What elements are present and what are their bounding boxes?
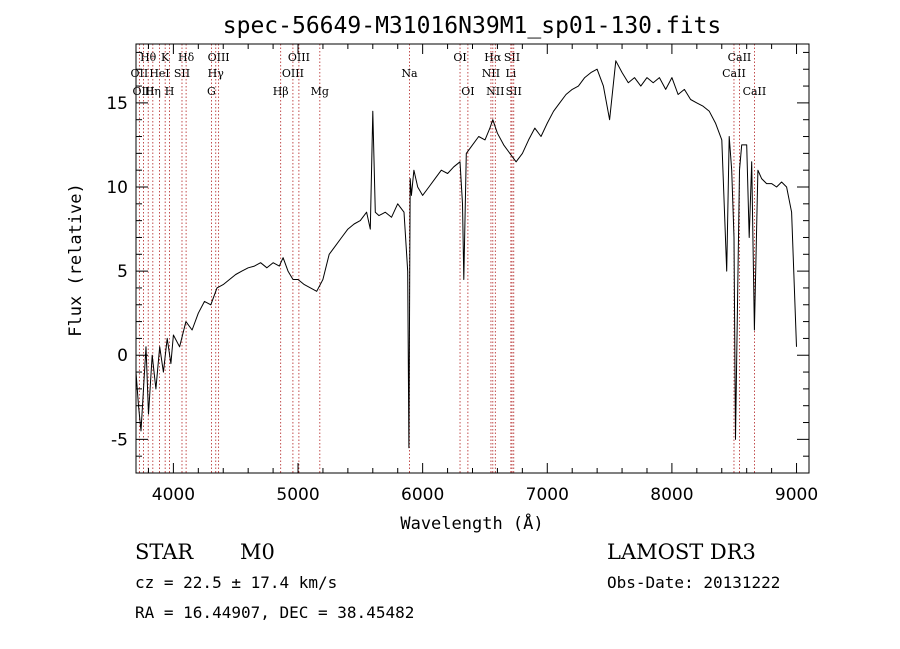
- marker-label: Hη: [145, 85, 161, 98]
- y-axis-label: Flux (relative): [66, 183, 86, 337]
- marker-label: Hδ: [178, 51, 195, 64]
- marker-label: CaII: [743, 85, 767, 98]
- y-tick-label: 5: [117, 262, 128, 282]
- survey-name: LAMOST DR3: [607, 540, 756, 564]
- marker-label: OI: [461, 85, 474, 98]
- plot-frame: [135, 43, 810, 474]
- marker-label: CaII: [728, 51, 752, 64]
- redshift-readout: cz = 22.5 ± 17.4 km/s: [135, 573, 338, 592]
- spectrum-line: [136, 60, 797, 449]
- marker-label: Hα: [484, 51, 502, 64]
- marker-label: SII: [174, 67, 190, 80]
- plot-area: [136, 60, 797, 449]
- x-tick-label: 9000: [775, 485, 818, 505]
- x-axis-label: Wavelength (Å): [400, 512, 543, 534]
- marker-label: OIII: [288, 51, 310, 64]
- marker-label: Hβ: [273, 85, 289, 98]
- object-subclass: M0: [240, 540, 275, 564]
- marker-label: H: [165, 85, 175, 98]
- x-tick-label: 8000: [650, 485, 693, 505]
- object-class: STAR: [135, 540, 194, 564]
- marker-label: K: [161, 51, 170, 64]
- marker-label: Hθ: [140, 51, 157, 64]
- x-tick-label: 4000: [152, 485, 195, 505]
- y-tick-label: 15: [106, 94, 128, 114]
- marker-label: OIII: [132, 85, 154, 98]
- marker-label: Na: [401, 67, 418, 80]
- marker-label: HeI: [149, 67, 169, 80]
- y-tick-label: 10: [106, 178, 128, 198]
- y-tick-label: -5: [111, 430, 128, 450]
- marker-label: Hγ: [208, 67, 225, 80]
- marker-label: CaII: [722, 67, 746, 80]
- y-tick-label: 0: [117, 346, 128, 366]
- marker-label: NII: [482, 67, 500, 80]
- marker-label: OIII: [208, 51, 230, 64]
- marker-label: Li: [505, 67, 516, 80]
- marker-label: OIII: [282, 67, 304, 80]
- marker-label: SII: [506, 85, 522, 98]
- marker-label: G: [207, 85, 216, 98]
- marker-label: SII: [504, 51, 520, 64]
- marker-label: OI: [453, 51, 466, 64]
- x-tick-label: 5000: [276, 485, 319, 505]
- x-tick-label: 7000: [526, 485, 569, 505]
- coordinates-readout: RA = 16.44907, DEC = 38.45482: [135, 603, 415, 622]
- marker-label: Mg: [311, 85, 329, 98]
- chart-title: spec-56649-M31016N39M1_sp01-130.fits: [223, 13, 722, 39]
- x-tick-label: 6000: [401, 485, 444, 505]
- marker-label: NII: [486, 85, 504, 98]
- axes: 4000 5000 6000 7000 8000 9000 -5 0 5 10 15: [106, 43, 818, 505]
- obs-date: Obs-Date: 20131222: [607, 573, 781, 592]
